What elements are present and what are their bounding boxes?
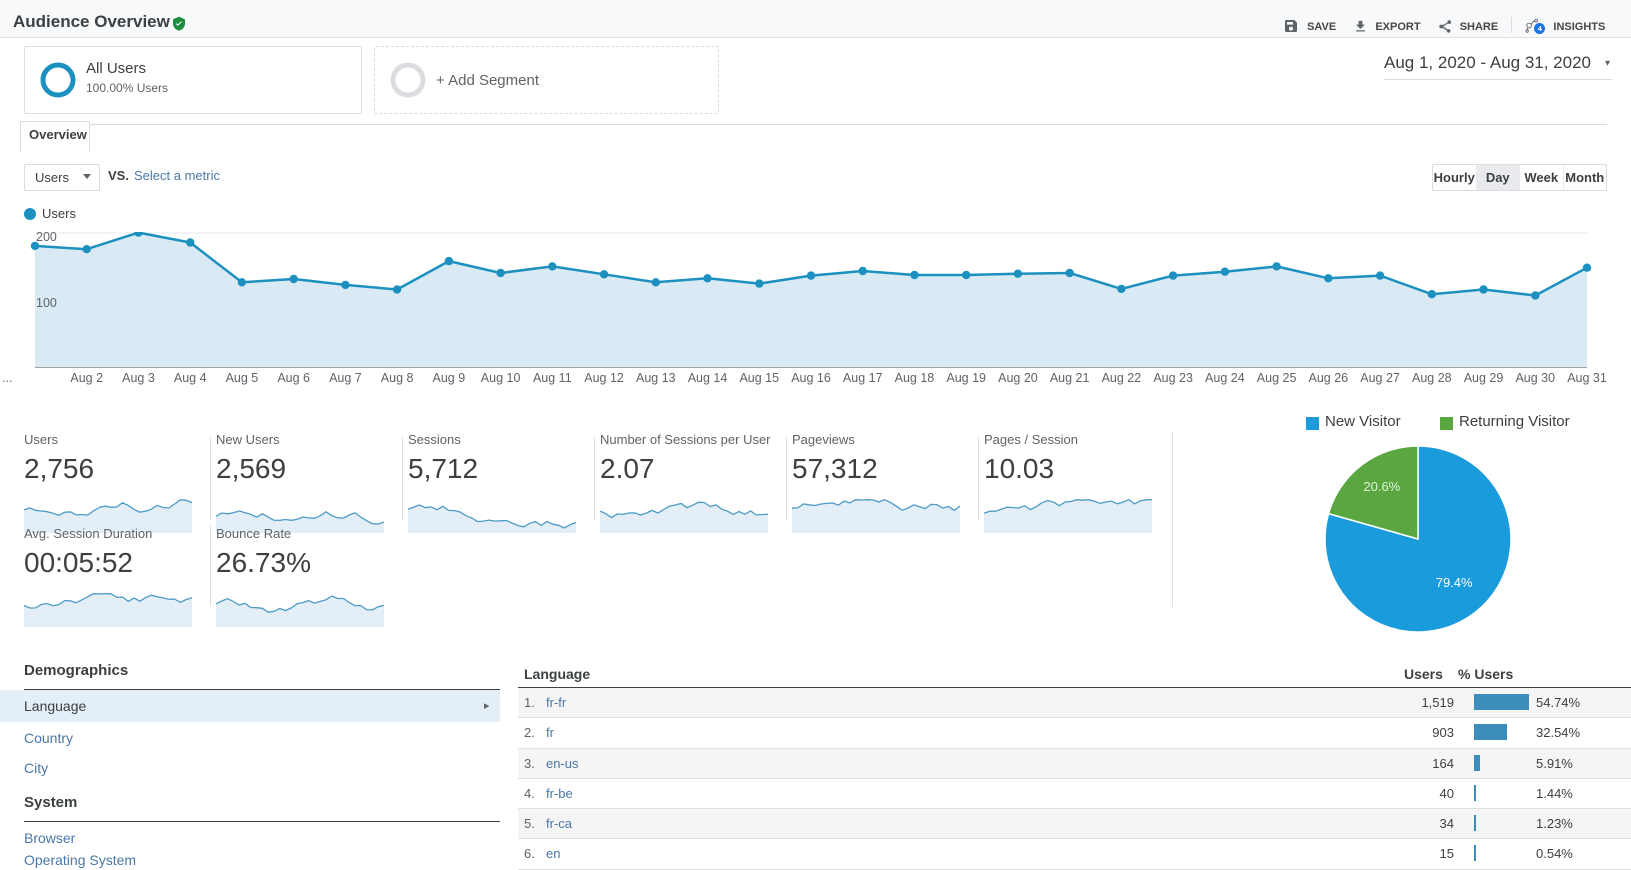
svg-text:79.4%: 79.4% — [1436, 575, 1473, 590]
svg-text:20.6%: 20.6% — [1363, 479, 1400, 494]
